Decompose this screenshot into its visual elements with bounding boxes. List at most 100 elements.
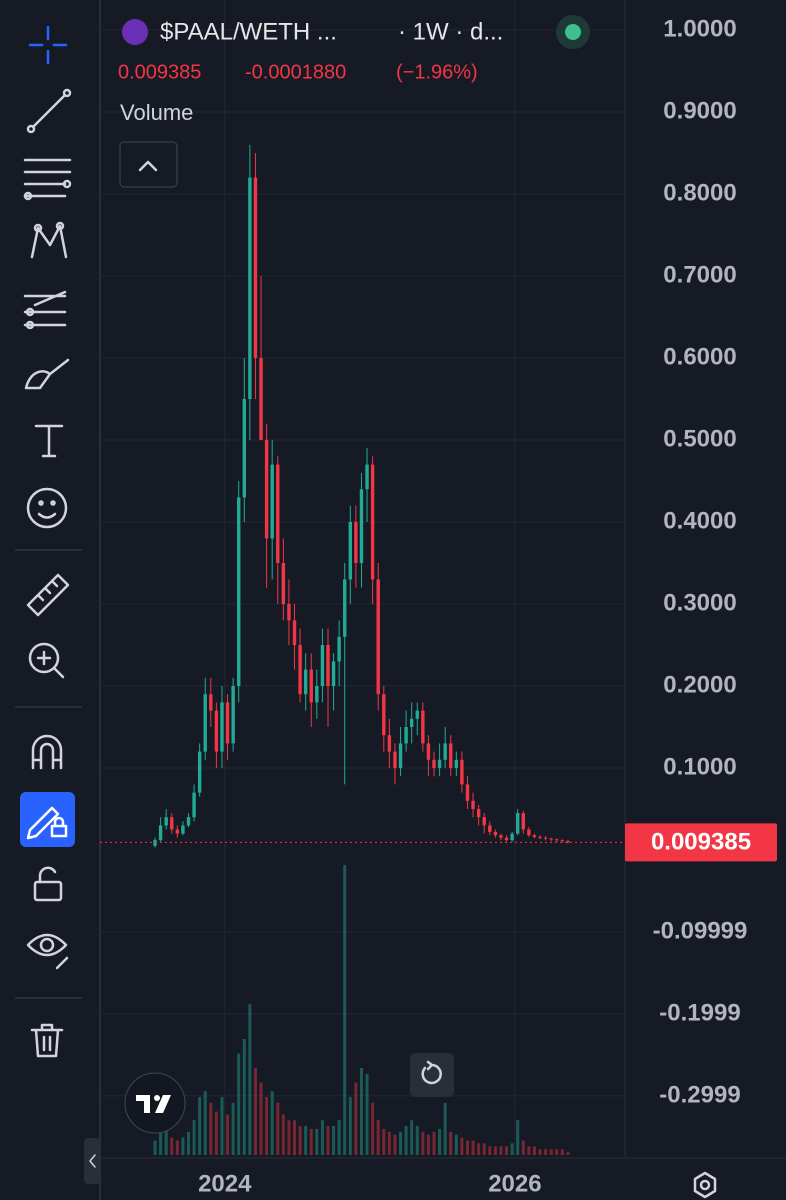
volume-bar [214,1111,218,1155]
volume-bar [438,1128,442,1155]
volume-bar [488,1146,492,1155]
tv-logo-dot [154,1095,160,1101]
volume-bar [460,1137,464,1155]
tv-logo[interactable] [124,1072,186,1134]
candle-body [499,835,503,838]
candle-body [549,838,553,840]
last-price-box [625,823,777,862]
y-tick-label: 0.6000 [663,343,736,370]
ruler-tool[interactable] [26,573,70,617]
volume-bar [186,1131,190,1155]
delete-tool[interactable] [30,1023,64,1058]
candle-body [287,604,291,621]
volume-bar [516,1120,520,1155]
candle-body [248,177,252,400]
candle-body [175,829,180,834]
toolbar-toggle[interactable] [84,1138,100,1184]
candle-body [476,809,481,818]
volume-bar [270,1091,274,1155]
candle-body [309,669,313,703]
candle-body [214,710,219,752]
y-tick-label: 0.2000 [663,671,736,698]
candle-body [242,399,246,498]
volume-bar [304,1126,308,1155]
volume-bar [181,1137,185,1155]
lock-tool[interactable] [33,866,63,902]
lock-drawing-toggle[interactable] [20,792,75,847]
candle-body [203,694,207,752]
candle-body [220,702,224,752]
candle-body [259,358,263,441]
candle-body [449,743,453,769]
pattern-tool[interactable] [30,221,68,259]
volume-bar [287,1120,291,1155]
candle-body [292,620,297,646]
candle-body [393,751,397,769]
symbol[interactable]: $PAAL/WETH ... [160,18,337,45]
candle-body [460,759,464,785]
volume-bar [371,1102,375,1155]
volume-bar [343,865,347,1155]
candle-body [320,645,325,687]
candle-body [404,727,408,744]
settings-icon [699,1179,711,1191]
volume-bar [309,1128,313,1155]
volume-bar [170,1137,174,1155]
volume-bar [566,1152,570,1155]
volume-bar [465,1140,469,1155]
volume-bar [248,1004,252,1155]
fib-tool[interactable] [23,158,72,201]
candle-body [437,759,442,769]
projection-tool[interactable] [23,290,67,330]
last-price-label: 0.009385 [651,829,751,856]
volume-bar [482,1143,486,1155]
candle-body [387,735,392,752]
line-tool[interactable] [26,88,72,134]
settings-button[interactable] [693,1171,717,1199]
volume-bar [493,1146,497,1155]
interval[interactable]: · 1W · d... [398,18,503,45]
text-tool[interactable] [34,424,64,458]
last-price: 0.009385 [118,61,201,83]
candle-body [532,835,537,837]
candle-body [181,825,185,834]
reset-button[interactable] [410,1053,454,1097]
volume-bar [242,1039,246,1155]
candle-body [331,661,336,687]
x-tick-label: 2026 [488,1170,541,1197]
candle-body [343,579,347,637]
lock-drawing-icon [26,806,68,840]
emoji-tool[interactable] [26,487,68,529]
collapse-button[interactable] [119,141,178,188]
volume-bar [220,1097,224,1155]
volume-bar [477,1143,481,1155]
candle-body [237,497,241,687]
volume-bar [320,1120,324,1155]
volume-bar [365,1073,369,1155]
volume-bar [421,1131,425,1155]
volume-bar [259,1082,263,1155]
volume-bar [410,1120,414,1155]
volume-pane-label: Volume [120,100,193,125]
status-dot [565,24,581,40]
y-tick-label: 0.1000 [663,753,736,780]
brush-tool[interactable] [24,358,70,390]
candle-body [370,464,375,580]
magnet-tool[interactable] [31,734,63,770]
crosshair-tool[interactable] [28,25,68,65]
volume-bar [153,1140,157,1155]
candle-body [504,837,509,841]
zoom-tool[interactable] [28,642,65,679]
volume-bar [521,1140,525,1155]
candle-body [488,825,492,832]
volume-bar [393,1134,397,1155]
volume-bar [426,1134,430,1155]
y-tick-label: 0.3000 [663,589,736,616]
volume-bar [159,1131,163,1155]
y-tick-label: 0.4000 [663,507,736,534]
candle-body [186,817,191,826]
visibility-tool[interactable] [26,933,69,970]
candle-body [192,792,196,818]
candle-body [264,440,269,539]
